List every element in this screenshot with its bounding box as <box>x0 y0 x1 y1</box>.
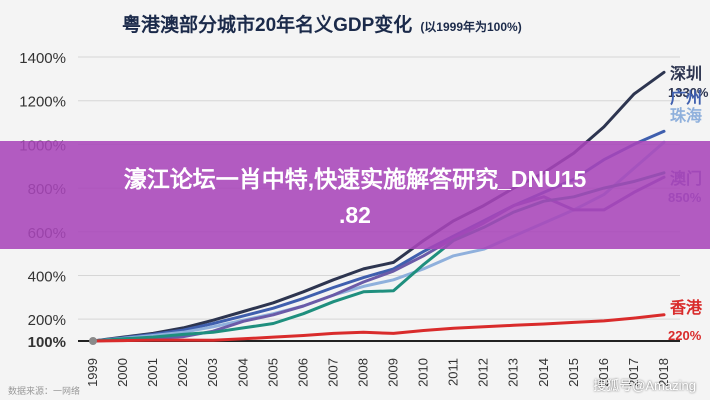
banner-text-line1: 濠江论坛一肖中特,快速实施解答研究_DNU15 <box>123 166 587 192</box>
banner-text-line2: .82 <box>339 202 371 228</box>
x-tick-label: 2000 <box>115 358 130 387</box>
x-tick-label: 2015 <box>566 358 581 387</box>
series-value-label: 220% <box>668 328 702 343</box>
x-tick-label: 2017 <box>626 358 641 387</box>
x-tick-label: 2018 <box>656 358 671 387</box>
watermark: 搜狐号@Amazing <box>593 378 696 393</box>
x-tick-label: 2005 <box>265 358 280 387</box>
series-value-label: 1330% <box>668 85 709 100</box>
chart-title: 粤港澳部分城市20年名义GDP变化 (以1999年为100%) <box>122 10 522 37</box>
x-tick-label: 2007 <box>325 358 340 387</box>
x-tick-label: 2010 <box>416 358 431 387</box>
series-name-label: 香港 <box>669 298 703 317</box>
y-tick-label: 1200% <box>19 94 66 111</box>
start-point <box>89 337 97 345</box>
x-tick-label: 2016 <box>596 358 611 387</box>
x-tick-label: 2011 <box>446 358 461 386</box>
y-tick-label: 400% <box>28 268 66 285</box>
x-tick-label: 2009 <box>386 358 401 387</box>
series-name-label: 珠海 <box>670 106 702 125</box>
y-tick-label: 100% <box>28 334 66 351</box>
series-name-label: 广州 <box>670 88 702 107</box>
x-tick-label: 2003 <box>205 358 220 387</box>
y-tick-label: 200% <box>28 312 66 329</box>
x-tick-label: 2014 <box>536 358 551 387</box>
series-line <box>91 313 666 343</box>
x-tick-label: 2004 <box>235 358 250 387</box>
source-note: 数据来源：一网络 <box>8 386 81 396</box>
banner-text: 濠江论坛一肖中特,快速实施解答研究_DNU15 .82 <box>0 161 710 233</box>
x-tick-label: 2012 <box>476 358 491 387</box>
series-name-label: 深圳 <box>670 64 702 83</box>
overlay-banner[interactable]: 濠江论坛一肖中特,快速实施解答研究_DNU15 .82 <box>0 141 710 249</box>
x-tick-label: 2008 <box>355 358 370 387</box>
chart-title-text: 粤港澳部分城市20年名义GDP变化 <box>122 15 413 36</box>
x-tick-label: 2013 <box>506 358 521 387</box>
x-tick-label: 2001 <box>145 358 160 387</box>
chart-subtitle: (以1999年为100%) <box>420 20 522 34</box>
x-tick-label: 2002 <box>175 358 190 387</box>
x-tick-label: 2006 <box>295 358 310 387</box>
y-tick-label: 1400% <box>19 50 66 67</box>
x-tick-label: 1999 <box>85 358 100 387</box>
